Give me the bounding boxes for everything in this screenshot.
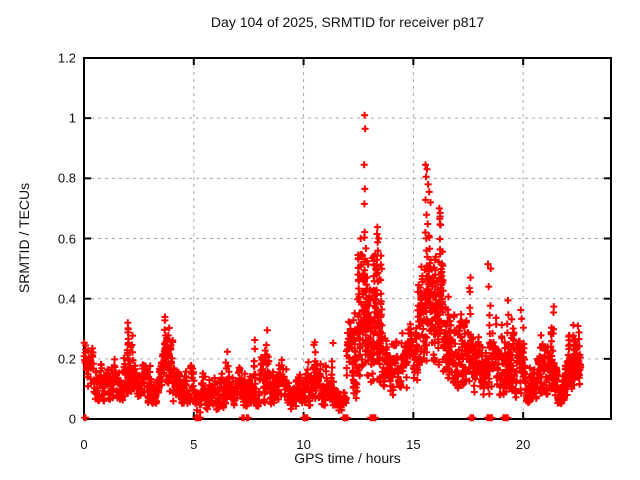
x-tick-label: 0	[80, 437, 88, 452]
x-axis-label: GPS time / hours	[294, 450, 401, 466]
y-tick-label: 0.8	[57, 170, 76, 186]
x-tick-label: 20	[515, 437, 531, 452]
y-tick-label: 0	[68, 411, 76, 427]
y-tick-label: 1	[68, 110, 76, 126]
y-tick-label: 0.6	[57, 231, 76, 246]
x-tick-label: 5	[190, 437, 198, 452]
y-tick-label: 0.2	[57, 351, 76, 367]
y-tick-label: 0.4	[57, 291, 76, 307]
chart-title: Day 104 of 2025, SRMTID for receiver p81…	[210, 14, 485, 30]
data-points	[80, 111, 585, 422]
y-axis-label-text: SRMTID / TECUs	[16, 182, 32, 294]
y-tick-label: 1.2	[57, 50, 76, 66]
x-tick-label: 15	[406, 437, 421, 452]
x-tick-label: 10	[296, 437, 311, 452]
